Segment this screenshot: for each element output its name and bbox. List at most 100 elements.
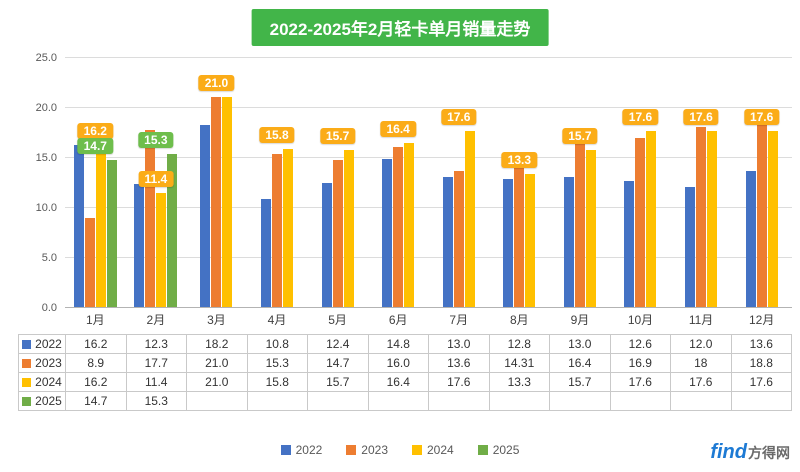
table-cell: 13.6 xyxy=(428,353,490,373)
series-key-icon xyxy=(22,378,32,387)
table-row-2024: 2024 16.2 11.4 21.0 15.8 15.7 16.4 17.6 13.3 15.7… xyxy=(18,372,792,392)
table-cell: 11.4 xyxy=(125,372,187,392)
table-cell: 15.8 xyxy=(246,372,308,392)
x-axis-labels: 1月 2月 3月 4月 5月 6月 7月 8月 9月 10月 11月 12月 xyxy=(65,310,792,330)
bar-2023-m6 xyxy=(393,147,404,307)
table-cell: 21.0 xyxy=(186,353,248,373)
gridline xyxy=(65,57,792,58)
bar-2022-m5 xyxy=(321,183,332,307)
bar-2023-m10 xyxy=(635,138,646,307)
table-cell xyxy=(549,391,611,411)
month-group-11月: 17.6 xyxy=(671,58,732,307)
gridline xyxy=(65,157,792,158)
watermark-find-text: find xyxy=(710,441,747,463)
data-label-2024-m4: 15.8 xyxy=(259,127,295,143)
y-tick-label: 15.0 xyxy=(35,152,57,164)
watermark: find 方得网 xyxy=(710,441,790,464)
table-cell: 16.4 xyxy=(367,372,429,392)
table-cell xyxy=(609,391,671,411)
legend-swatch-icon xyxy=(280,445,291,455)
bar-2023-m9 xyxy=(574,143,585,307)
data-label-2025-m2: 15.3 xyxy=(138,132,174,148)
series-key-icon xyxy=(22,340,32,349)
month-group-8月: 13.3 xyxy=(489,58,550,307)
table-cell xyxy=(307,391,369,411)
y-tick-label: 0.0 xyxy=(41,302,57,314)
y-tick-label: 25.0 xyxy=(35,52,57,64)
data-label-2024-m5: 15.7 xyxy=(319,128,356,144)
table-cell: 12.0 xyxy=(670,334,732,354)
month-group-2月: 11.4 15.3 xyxy=(126,58,187,307)
table-cell xyxy=(246,391,308,411)
table-cell: 14.7 xyxy=(65,391,127,411)
month-group-3月: 21.0 xyxy=(186,58,247,307)
bar-2024-m8 xyxy=(525,174,536,307)
bar-2023-m1 xyxy=(84,218,95,307)
table-row-2022: 2022 16.2 12.3 18.2 10.8 12.4 14.8 13.0 12.8 13.0… xyxy=(18,334,792,354)
table-row-2025: 2025 14.7 15.3 xyxy=(18,391,792,411)
bar-2024-m12 xyxy=(767,131,778,307)
table-cell: 16.9 xyxy=(609,353,671,373)
legend-item-2022: 2022 xyxy=(280,443,323,457)
row-header-2022: 2022 xyxy=(18,334,66,354)
x-axis-label: 1月 xyxy=(85,313,105,327)
row-header-2024: 2024 xyxy=(18,372,66,392)
table-cell: 15.3 xyxy=(246,353,308,373)
bar-2022-m9 xyxy=(563,177,574,307)
bar-2024-m2 xyxy=(156,193,167,307)
y-tick-label: 10.0 xyxy=(35,202,57,214)
x-axis-label: 5月 xyxy=(328,313,347,327)
table-cell: 17.6 xyxy=(670,372,732,392)
legend-swatch-icon xyxy=(477,445,488,455)
legend-item-2023: 2023 xyxy=(346,443,388,457)
x-axis-label: 2月 xyxy=(146,313,166,327)
table-cell: 13.0 xyxy=(428,334,490,354)
watermark-site-name: 方得网 xyxy=(748,445,790,461)
legend-label: 2022 xyxy=(295,443,323,457)
table-cell: 15.7 xyxy=(307,372,369,392)
bar-2022-m4 xyxy=(261,199,272,307)
month-group-6月: 16.4 xyxy=(368,58,429,307)
bar-2024-m11 xyxy=(707,131,718,307)
table-cell: 12.3 xyxy=(125,334,187,354)
bar-2023-m3 xyxy=(211,97,222,307)
table-cell: 16.0 xyxy=(367,353,429,373)
legend-swatch-icon xyxy=(412,445,422,455)
month-group-7月: 17.6 xyxy=(428,58,489,307)
table-cell: 12.8 xyxy=(488,334,550,354)
table-cell: 17.6 xyxy=(730,372,792,392)
row-header-2023: 2023 xyxy=(18,353,66,373)
y-tick-label: 5.0 xyxy=(41,252,57,264)
table-cell: 14.31 xyxy=(488,353,550,373)
data-label-2024-m8: 13.3 xyxy=(501,152,538,168)
x-axis-label: 7月 xyxy=(449,313,469,327)
table-cell: 12.6 xyxy=(609,334,671,354)
table-cell: 10.8 xyxy=(246,334,308,354)
x-axis-label: 4月 xyxy=(267,313,287,327)
chart-legend: 2022 2023 2024 2025 xyxy=(0,443,800,457)
x-axis-label: 9月 xyxy=(570,313,590,327)
x-axis-label: 11月 xyxy=(688,313,714,327)
table-cell: 17.6 xyxy=(609,372,671,392)
bar-groups: 16.2 14.7 11.4 15.3 21.0 15.8 15.7 16.4 17.6 13.3… xyxy=(65,58,792,307)
bar-2023-m12 xyxy=(756,119,767,307)
legend-label: 2025 xyxy=(492,443,520,457)
data-label-2024-m9: 15.7 xyxy=(562,128,598,144)
table-cell xyxy=(670,391,732,411)
y-tick-label: 20.0 xyxy=(35,102,57,114)
row-header-2025: 2025 xyxy=(18,391,66,411)
bar-2023-m2 xyxy=(145,130,156,307)
bar-2024-m6 xyxy=(404,143,415,307)
table-cell xyxy=(488,391,550,411)
bar-2025-m2 xyxy=(167,154,178,307)
table-cell: 13.0 xyxy=(549,334,611,354)
table-cell xyxy=(428,391,490,411)
bar-2023-m4 xyxy=(272,154,283,307)
bar-2024-m3 xyxy=(222,97,233,307)
bar-2024-m4 xyxy=(283,149,294,307)
table-cell: 16.2 xyxy=(65,372,127,392)
month-group-1月: 16.2 14.7 xyxy=(65,58,126,307)
month-group-9月: 15.7 xyxy=(550,58,611,307)
data-table: 2022 16.2 12.3 18.2 10.8 12.4 14.8 13.0 12.8 13.0… xyxy=(18,334,792,411)
bar-2024-m1 xyxy=(95,145,106,307)
